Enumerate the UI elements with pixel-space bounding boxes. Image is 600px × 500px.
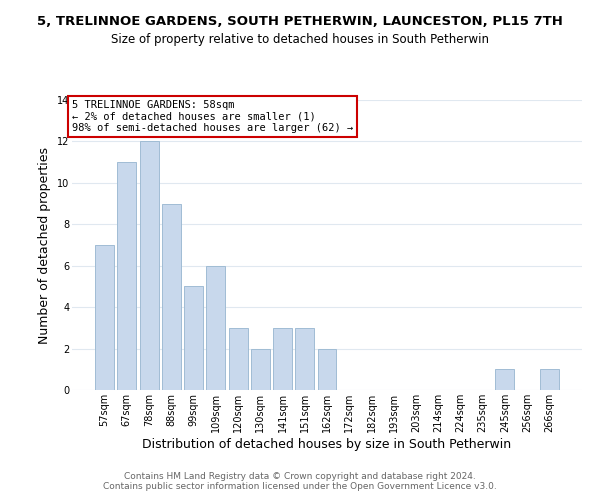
Bar: [540, 370, 559, 390]
Bar: [273, 328, 292, 390]
Bar: [317, 348, 337, 390]
Bar: [229, 328, 248, 390]
Text: Size of property relative to detached houses in South Petherwin: Size of property relative to detached ho…: [111, 32, 489, 46]
Text: Contains HM Land Registry data © Crown copyright and database right 2024.: Contains HM Land Registry data © Crown c…: [124, 472, 476, 481]
Text: 5 TRELINNOE GARDENS: 58sqm
← 2% of detached houses are smaller (1)
98% of semi-d: 5 TRELINNOE GARDENS: 58sqm ← 2% of detac…: [72, 100, 353, 133]
Text: Contains public sector information licensed under the Open Government Licence v3: Contains public sector information licen…: [103, 482, 497, 491]
Bar: [118, 162, 136, 390]
Bar: [206, 266, 225, 390]
Text: 5, TRELINNOE GARDENS, SOUTH PETHERWIN, LAUNCESTON, PL15 7TH: 5, TRELINNOE GARDENS, SOUTH PETHERWIN, L…: [37, 15, 563, 28]
Bar: [251, 348, 270, 390]
Bar: [496, 370, 514, 390]
Bar: [295, 328, 314, 390]
Bar: [140, 142, 158, 390]
Y-axis label: Number of detached properties: Number of detached properties: [38, 146, 51, 344]
X-axis label: Distribution of detached houses by size in South Petherwin: Distribution of detached houses by size …: [142, 438, 512, 450]
Bar: [184, 286, 203, 390]
Bar: [162, 204, 181, 390]
Bar: [95, 245, 114, 390]
